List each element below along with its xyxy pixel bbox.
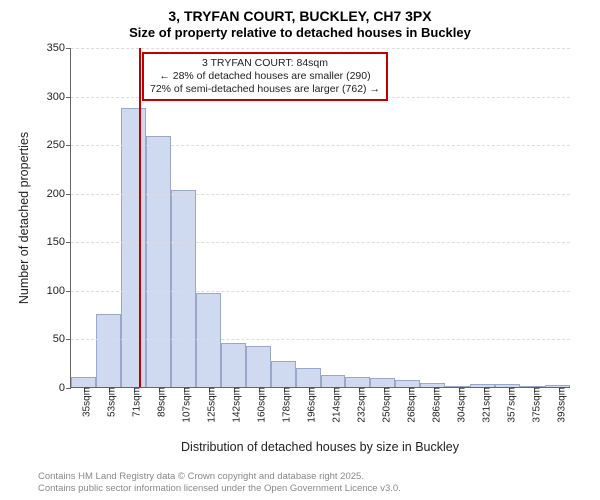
bar (321, 375, 346, 387)
x-tick-label: 232sqm (350, 387, 367, 423)
bar (395, 380, 420, 387)
x-tick-label: 214sqm (325, 387, 342, 423)
chart-titles: 3, TRYFAN COURT, BUCKLEY, CH7 3PX Size o… (0, 8, 600, 40)
gridline (71, 242, 570, 243)
x-tick-label: 178sqm (275, 387, 292, 423)
y-tick-label: 100 (47, 285, 71, 297)
x-tick-label: 268sqm (400, 387, 417, 423)
footer-line-1: Contains HM Land Registry data © Crown c… (38, 471, 401, 482)
x-tick-label: 53sqm (100, 387, 117, 417)
x-tick-label: 125sqm (200, 387, 217, 423)
chart-title-2: Size of property relative to detached ho… (0, 25, 600, 41)
x-tick-label: 35sqm (75, 387, 92, 417)
x-tick-label: 321sqm (475, 387, 492, 423)
gridline (71, 145, 570, 146)
chart-footer: Contains HM Land Registry data © Crown c… (38, 471, 401, 494)
y-axis-title: Number of detached properties (16, 48, 32, 388)
x-tick-label: 89sqm (150, 387, 167, 417)
bar (146, 136, 171, 387)
x-tick-label: 250sqm (375, 387, 392, 423)
x-tick-label: 357sqm (500, 387, 517, 423)
footer-line-2: Contains public sector information licen… (38, 483, 401, 494)
marker-value-label: 3 TRYFAN COURT: 84sqm (150, 57, 380, 70)
bar (296, 368, 321, 387)
x-tick-label: 196sqm (300, 387, 317, 423)
marker-callout: 3 TRYFAN COURT: 84sqm← 28% of detached h… (142, 52, 388, 101)
y-tick-label: 250 (47, 139, 71, 151)
bar (71, 377, 96, 387)
bar (121, 108, 146, 387)
x-tick-label: 142sqm (225, 387, 242, 423)
marker-larger-label: 72% of semi-detached houses are larger (… (150, 83, 380, 96)
bar (370, 378, 395, 387)
y-tick-label: 300 (47, 91, 71, 103)
bar (221, 343, 246, 387)
gridline (71, 339, 570, 340)
marker-smaller-label: ← 28% of detached houses are smaller (29… (150, 70, 380, 83)
bar (171, 190, 196, 387)
x-tick-label: 286sqm (425, 387, 442, 423)
y-tick-label: 150 (47, 236, 71, 248)
x-tick-label: 393sqm (550, 387, 567, 423)
chart-title-1: 3, TRYFAN COURT, BUCKLEY, CH7 3PX (0, 8, 600, 25)
marker-line (139, 48, 141, 387)
x-axis-title: Distribution of detached houses by size … (70, 440, 570, 454)
x-tick-label: 375sqm (525, 387, 542, 423)
bar (246, 346, 271, 387)
gridline (71, 194, 570, 195)
y-tick-label: 350 (47, 42, 71, 54)
bar (345, 377, 370, 387)
chart-container: 3, TRYFAN COURT, BUCKLEY, CH7 3PX Size o… (0, 0, 600, 500)
gridline (71, 48, 570, 49)
x-tick-label: 160sqm (250, 387, 267, 423)
x-tick-label: 107sqm (175, 387, 192, 423)
bar (271, 361, 296, 387)
y-tick-label: 50 (53, 333, 71, 345)
y-axis-label: Number of detached properties (17, 132, 31, 304)
y-tick-label: 200 (47, 188, 71, 200)
x-tick-label: 71sqm (125, 387, 142, 417)
gridline (71, 291, 570, 292)
plot-area: 05010015020025030035035sqm53sqm71sqm89sq… (70, 48, 570, 388)
y-tick-label: 0 (59, 382, 71, 394)
bar (96, 314, 121, 387)
x-tick-label: 304sqm (450, 387, 467, 423)
